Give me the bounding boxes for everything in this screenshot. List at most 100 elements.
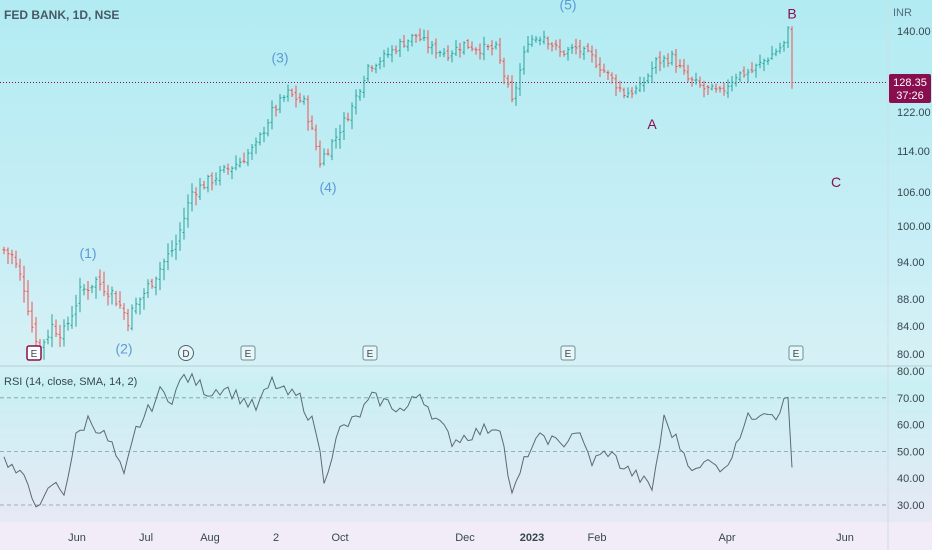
price-bar (222, 164, 226, 173)
price-bar (558, 39, 562, 57)
price-bar (458, 42, 462, 58)
time-tick-label: 2023 (520, 532, 544, 544)
price-badge-countdown: 37:26 (896, 90, 924, 102)
price-bar (22, 265, 26, 303)
price-bar (138, 297, 142, 315)
price-bar (502, 57, 506, 85)
price-bar (770, 45, 774, 60)
price-bar (182, 207, 186, 240)
price-bar (362, 75, 366, 98)
x-axis-band (0, 522, 932, 550)
price-bar (186, 194, 190, 228)
price-bar (294, 85, 298, 108)
price-bar (50, 314, 54, 348)
price-bar (406, 39, 410, 52)
price-bar (570, 43, 574, 54)
symbol-title[interactable]: FED BANK, 1D, NSE (4, 8, 119, 22)
price-bar (438, 50, 442, 57)
price-bar (382, 49, 386, 68)
price-bar (782, 40, 786, 52)
price-bar (310, 115, 314, 131)
price-bar (410, 33, 414, 47)
price-bar (454, 40, 458, 56)
price-bar (78, 277, 82, 313)
price-bar (110, 286, 114, 305)
price-bar (158, 261, 162, 291)
price-bar (402, 35, 406, 48)
rsi-tick-label: 80.00 (897, 366, 925, 378)
price-bar (478, 43, 482, 60)
price-bar (718, 85, 722, 93)
price-bar (542, 30, 546, 45)
price-bar (514, 82, 518, 106)
rsi-header[interactable]: RSI (14, close, SMA, 14, 2) (4, 376, 137, 388)
price-bar (318, 140, 322, 168)
price-bar (366, 64, 370, 83)
wave-label: A (647, 116, 657, 132)
wave-label: (1) (79, 245, 96, 261)
price-bar (226, 163, 230, 175)
rsi-tick-label: 70.00 (897, 393, 925, 405)
event-marker-shape (362, 345, 378, 361)
time-tick-label: Feb (588, 532, 607, 544)
price-bar (606, 70, 610, 81)
price-bar (490, 40, 494, 56)
price-bar (722, 82, 726, 96)
price-bar (82, 283, 86, 296)
price-bar (758, 54, 762, 69)
price-bar (742, 66, 746, 78)
wave-label: C (831, 174, 841, 190)
price-bar (426, 30, 430, 54)
price-badge-bg (889, 74, 931, 103)
price-bar (670, 50, 674, 66)
price-bar (26, 280, 30, 316)
price-bar (754, 63, 758, 78)
event-marker-letter: E (367, 349, 374, 360)
price-bar (326, 148, 330, 156)
price-bar (646, 73, 650, 84)
price-bar (350, 102, 354, 130)
price-bar (530, 35, 534, 47)
price-bar (674, 49, 678, 73)
price-bar (242, 152, 246, 164)
price-bar (346, 112, 350, 122)
time-tick-label: Oct (331, 532, 348, 544)
price-bar (234, 155, 238, 171)
price-bar (494, 41, 498, 50)
price-bar (590, 45, 594, 63)
price-bar (262, 126, 266, 143)
price-bar (258, 132, 262, 146)
price-bar (442, 48, 446, 58)
price-bar (170, 240, 174, 257)
price-pane[interactable] (0, 26, 888, 360)
price-bar (534, 35, 538, 43)
price-bar (638, 76, 642, 93)
price-bar (202, 180, 206, 190)
price-bar (506, 74, 510, 88)
price-bar (130, 304, 134, 331)
price-bar (774, 48, 778, 57)
price-bar (730, 75, 734, 92)
price-bar (762, 58, 766, 72)
wave-label: (5) (559, 0, 576, 13)
price-bar (790, 26, 794, 89)
price-bar (574, 38, 578, 55)
event-marker: D (178, 345, 194, 361)
price-bar (134, 297, 138, 315)
price-tick-label: 100.00 (897, 221, 931, 233)
event-marker-shape (178, 345, 194, 361)
wave-label: B (787, 5, 796, 21)
price-bar (634, 85, 638, 95)
event-marker: E (240, 345, 256, 361)
price-bar (198, 177, 202, 200)
price-bar (566, 46, 570, 61)
rsi-tick-label: 50.00 (897, 446, 925, 458)
price-bar (250, 144, 254, 160)
price-bar (470, 41, 474, 52)
rsi-pane[interactable] (0, 372, 888, 508)
time-tick-label: Aug (200, 532, 220, 544)
price-bar (330, 139, 334, 161)
price-bar (550, 42, 554, 52)
